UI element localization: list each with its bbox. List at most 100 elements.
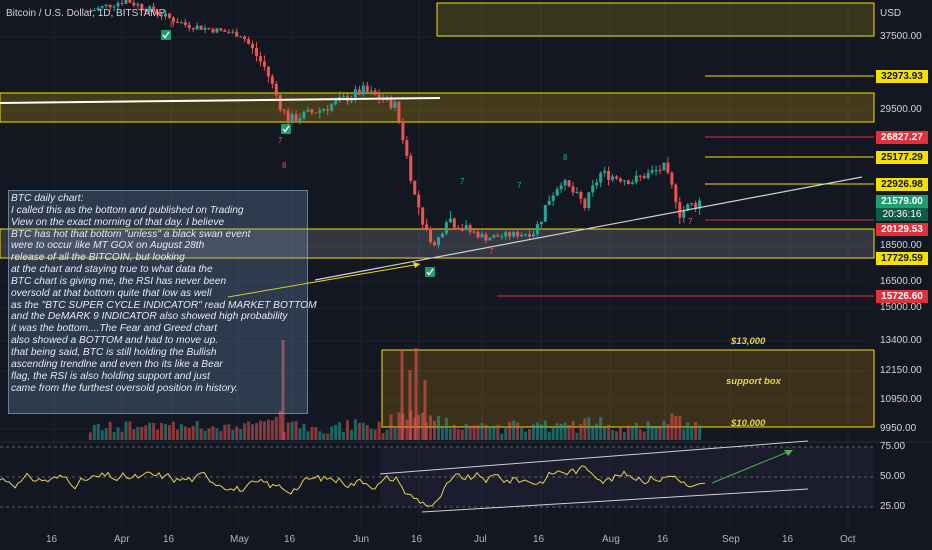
volume-bar: [199, 428, 203, 440]
candle-body: [535, 224, 539, 235]
candle-body: [227, 31, 231, 33]
candle-body: [290, 114, 294, 124]
volume-bar: [286, 422, 290, 440]
volume-bar: [464, 423, 468, 440]
volume-bar: [436, 415, 440, 440]
candle-body: [413, 180, 417, 195]
note-line: View on the exact morning of that day. I…: [11, 216, 225, 228]
candle-body: [551, 195, 555, 201]
candle-body: [464, 225, 468, 230]
volume-bar: [357, 422, 361, 440]
candle-body: [674, 184, 678, 203]
note-line: BTC has hot that bottom "unless" a black…: [11, 228, 251, 240]
price-tag: 20:36:16: [876, 208, 928, 221]
candle-body: [298, 118, 302, 121]
volume-bar: [599, 417, 603, 440]
candle-body: [369, 90, 373, 92]
price-axis-label: 37500.00: [880, 31, 922, 42]
volume-bar: [662, 420, 666, 440]
candle-body: [247, 39, 251, 44]
candle-body: [583, 198, 587, 209]
candle-body: [164, 13, 168, 17]
volume-bar: [266, 419, 270, 440]
volume-bar: [615, 431, 619, 440]
volume-bar: [211, 426, 215, 440]
td-count-label: 7: [688, 217, 693, 226]
rsi-axis-label: 25.00: [880, 501, 906, 512]
candle-body: [508, 232, 512, 237]
volume-bar: [425, 422, 429, 440]
grid: [0, 0, 932, 528]
volume-bar: [539, 424, 543, 440]
volume-bar: [369, 428, 373, 440]
volume-bar: [290, 421, 294, 440]
candle-body: [255, 48, 259, 57]
candle-body: [262, 61, 266, 67]
candle-body: [630, 182, 634, 185]
volume-bar: [524, 431, 528, 440]
volume-bar: [579, 424, 583, 440]
note-line: were to occur like MT GOX on August 28th: [11, 240, 205, 252]
date-axis-label: 16: [411, 534, 423, 545]
candle-body: [650, 170, 654, 173]
volume-bar: [690, 427, 694, 440]
volume-bar: [480, 422, 484, 440]
volume-bar: [298, 428, 302, 440]
zone-top: [436, 2, 875, 37]
candle-body: [171, 17, 175, 22]
volume-bar: [551, 427, 555, 440]
candle-body: [314, 112, 318, 114]
volume-bar: [167, 425, 171, 440]
volume-bar: [314, 427, 318, 440]
volume-bar: [207, 428, 211, 440]
volume-bar: [547, 431, 551, 440]
candle-body: [258, 56, 262, 62]
candle-body: [433, 242, 437, 246]
volume-bar: [227, 424, 231, 440]
volume-bar: [440, 426, 444, 440]
symbol-title[interactable]: Bitcoin / U.S. Dollar, 1D, BITSTAMP: [6, 8, 166, 19]
candle-body: [682, 210, 686, 218]
candle-body: [116, 3, 120, 7]
volume-bar: [231, 429, 235, 440]
candle-body: [670, 172, 674, 185]
volume-bar: [112, 432, 116, 440]
candle-body: [575, 191, 579, 193]
candle-body: [429, 228, 433, 243]
volume-bar: [239, 428, 243, 440]
price-tag: 22926.98: [876, 178, 928, 191]
date-axis-label: 16: [284, 534, 296, 545]
ascending-trendline: [314, 176, 863, 281]
candle-body: [112, 6, 116, 8]
candle-body: [140, 4, 144, 10]
volume-bar: [678, 415, 682, 440]
candle-body: [484, 234, 488, 241]
candle-body: [219, 28, 223, 31]
volume-bar: [654, 427, 658, 440]
volume-bar: [148, 422, 152, 440]
candle-body: [468, 225, 472, 232]
note-box[interactable]: [8, 190, 308, 414]
date-axis-label: 16: [163, 534, 175, 545]
volume-bar: [136, 426, 140, 440]
td-check-marker: [281, 124, 291, 134]
candle-body: [274, 83, 278, 96]
candle-body: [595, 182, 599, 186]
check-icon: [426, 268, 434, 276]
volume-bar: [310, 426, 314, 440]
resistance-line: [0, 97, 441, 104]
candle-body: [694, 203, 698, 209]
volume-bar: [322, 433, 326, 440]
rsi-line: [0, 465, 706, 507]
candle-body: [563, 180, 567, 186]
volume-bar: [187, 427, 191, 440]
volume-bar: [152, 422, 156, 440]
volume-bar: [682, 428, 686, 440]
price-axis-label: 13400.00: [880, 335, 922, 346]
volume-bar: [535, 422, 539, 440]
price-tag: 32973.93: [876, 70, 928, 83]
rsi-upper-channel: [379, 440, 809, 475]
volume-bar: [104, 428, 108, 440]
candle-body: [124, 0, 128, 4]
